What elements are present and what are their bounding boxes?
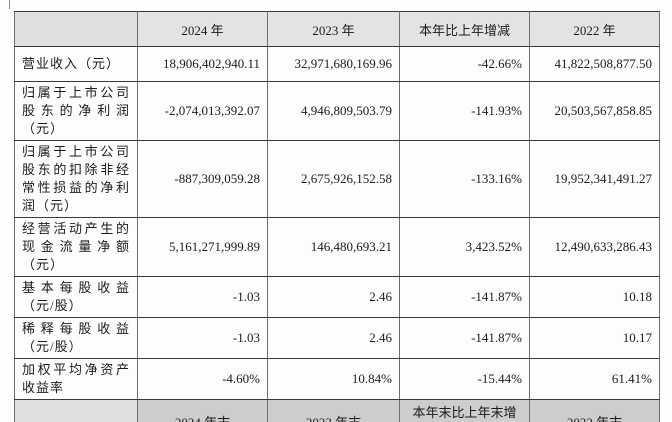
header-blank-cell xyxy=(14,399,138,422)
value-2022: 41,822,508,877.50 xyxy=(529,46,660,82)
value-2024: -1.03 xyxy=(137,317,268,359)
table-row-net-profit-excl-nonrecurring: 归属于上市公司股东的扣除非经常性损益的净利润（元） -887,309,059.2… xyxy=(14,140,660,218)
metric-label: 归属于上市公司股东的扣除非经常性损益的净利润（元） xyxy=(14,140,138,218)
metric-label: 基本每股收益（元/股） xyxy=(14,276,138,318)
value-2023: 4,946,809,503.79 xyxy=(267,81,400,141)
metric-label: 稀释每股收益（元/股） xyxy=(14,317,138,359)
col-header-2024: 2024 年 xyxy=(137,11,268,47)
col-header-2022: 2022 年 xyxy=(529,11,660,47)
col-header-2024-eop: 2024 年末 xyxy=(137,399,268,422)
table-row-net-profit: 归属于上市公司股东的净利润（元） -2,074,013,392.07 4,946… xyxy=(14,81,660,141)
table-row-diluted-eps: 稀释每股收益（元/股） -1.03 2.46 -141.87% 10.17 xyxy=(14,317,660,359)
col-header-2022-eop: 2022 年末 xyxy=(529,399,660,422)
value-change: 3,423.52% xyxy=(399,217,530,277)
value-2024: -4.60% xyxy=(137,358,268,400)
value-change: -141.87% xyxy=(399,317,530,359)
key-financials-table: 2024 年 2023 年 本年比上年增减 2022 年 营业收入（元） 18,… xyxy=(14,11,660,422)
value-2024: 5,161,271,999.89 xyxy=(137,217,268,277)
col-header-eop-change: 本年末比上年末增减 xyxy=(399,399,530,422)
page-artifact-line xyxy=(9,0,10,9)
metric-label: 营业收入（元） xyxy=(14,46,138,82)
table-row-weighted-avg-roe: 加权平均净资产收益率 -4.60% 10.84% -15.44% 61.41% xyxy=(14,358,660,400)
value-2022: 10.18 xyxy=(529,276,660,318)
value-2022: 61.41% xyxy=(529,358,660,400)
value-change: -141.87% xyxy=(399,276,530,318)
end-of-period-header-row: 2024 年末 2023 年末 本年末比上年末增减 2022 年末 xyxy=(14,399,660,422)
value-2022: 20,503,567,858.85 xyxy=(529,81,660,141)
table-row-operating-cash-flow: 经营活动产生的现金流量净额（元） 5,161,271,999.89 146,48… xyxy=(14,217,660,277)
value-2024: -887,309,059.28 xyxy=(137,140,268,218)
value-2024: -2,074,013,392.07 xyxy=(137,81,268,141)
value-2022: 12,490,633,286.43 xyxy=(529,217,660,277)
value-change: -42.66% xyxy=(399,46,530,82)
value-2023: 2,675,926,152.58 xyxy=(267,140,400,218)
value-change: -141.93% xyxy=(399,81,530,141)
metric-label: 经营活动产生的现金流量净额（元） xyxy=(14,217,138,277)
value-2023: 2.46 xyxy=(267,276,400,318)
col-header-yoy-change: 本年比上年增减 xyxy=(399,11,530,47)
value-2023: 32,971,680,169.96 xyxy=(267,46,400,82)
value-2024: -1.03 xyxy=(137,276,268,318)
value-2022: 19,952,341,491.27 xyxy=(529,140,660,218)
metric-label: 归属于上市公司股东的净利润（元） xyxy=(14,81,138,141)
header-blank-cell xyxy=(14,11,138,47)
col-header-2023-eop: 2023 年末 xyxy=(267,399,400,422)
table-row-basic-eps: 基本每股收益（元/股） -1.03 2.46 -141.87% 10.18 xyxy=(14,276,660,318)
value-change: -15.44% xyxy=(399,358,530,400)
col-header-2023: 2023 年 xyxy=(267,11,400,47)
value-2023: 10.84% xyxy=(267,358,400,400)
table-row-revenue: 营业收入（元） 18,906,402,940.11 32,971,680,169… xyxy=(14,46,660,82)
value-2024: 18,906,402,940.11 xyxy=(137,46,268,82)
metric-label: 加权平均净资产收益率 xyxy=(14,358,138,400)
value-change: -133.16% xyxy=(399,140,530,218)
value-2022: 10.17 xyxy=(529,317,660,359)
period-header-row: 2024 年 2023 年 本年比上年增减 2022 年 xyxy=(14,11,660,47)
value-2023: 2.46 xyxy=(267,317,400,359)
value-2023: 146,480,693.21 xyxy=(267,217,400,277)
